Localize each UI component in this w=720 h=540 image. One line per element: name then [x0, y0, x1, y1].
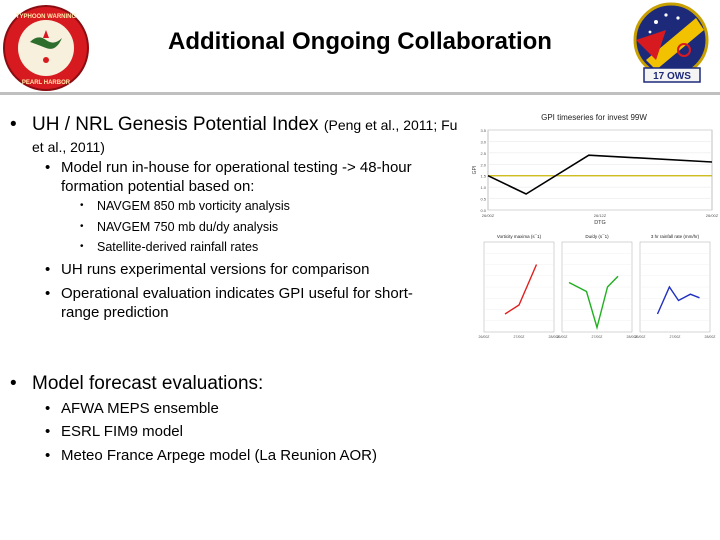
bullet-gpi-citation: (Peng et al., 2011; Fu et al., 2011) [32, 117, 458, 155]
gpi-ytick-label: 1.5 [480, 174, 486, 179]
item-rainfall: Satellite-derived rainfall rates [97, 240, 259, 254]
gpi-ytick-label: 0.5 [480, 197, 486, 202]
gpi-ytick-label: 2.5 [480, 151, 486, 156]
bullet-eval: • Model forecast evaluations: [10, 373, 264, 394]
gpi-xtick-label: 26/00Z [482, 213, 495, 218]
bullet-gpi-sub1-text: Model run in-house for operational testi… [61, 159, 412, 195]
bullet-eval-item: • Meteo France Arpege model (La Reunion … [45, 447, 378, 464]
subchart-xtick-label: 27/00Z [514, 335, 526, 339]
bullet-gpi-sub3: • Operational evaluation indicates GPI u… [45, 285, 413, 321]
gpi-ytick-label: 1.0 [480, 185, 486, 190]
gpi-chart-title: GPI timeseries for invest 99W [541, 113, 647, 122]
gpi-xtick-label: 26/12Z [594, 213, 607, 218]
gpi-ytick-label: 3.5 [480, 128, 486, 133]
gpi-ytick-label: 3.0 [480, 139, 486, 144]
bullet-gpi: • UH / NRL Genesis Potential Index (Peng… [10, 114, 462, 158]
subchart-series-line [568, 275, 619, 331]
subchart-xtick-label: 26/00Z [635, 335, 647, 339]
bullet-l3-item: • NAVGEM 850 mb vorticity analysis [80, 199, 290, 213]
gpi-chart-frame [487, 129, 713, 211]
patch-label: 17 OWS [653, 71, 691, 82]
gpi-xtick-label: 26/00Z [706, 213, 718, 218]
subchart-series-line [504, 264, 538, 315]
item-vorticity: NAVGEM 850 mb vorticity analysis [97, 199, 290, 213]
gpi-ytick-label: 0.0 [480, 208, 486, 213]
title-divider [0, 92, 720, 95]
bullet-eval-item: • AFWA MEPS ensemble [45, 400, 219, 417]
page-title: Additional Ongoing Collaboration [168, 28, 552, 55]
bullet-gpi-sub1: • Model run in-house for operational tes… [45, 158, 451, 196]
subchart-title: Du/dy (s¯1) [585, 233, 609, 239]
typhoon-warning-center-logo: TYPHOON WARNING PEARL HARBOR [3, 5, 89, 91]
subchart-xtick-label: 28/00Z [627, 335, 639, 339]
bullet-eval-item: • ESRL FIM9 model [45, 423, 183, 440]
bullet-l3-item: • NAVGEM 750 mb du/dy analysis [80, 220, 279, 234]
svg-text:PEARL HARBOR: PEARL HARBOR [22, 80, 71, 86]
subchart-title: Vorticity maxima (s¯1) [497, 233, 542, 239]
bullet-dot: • [45, 159, 51, 176]
subchart-title: 3 hr rainfall rate (mm/hr) [651, 234, 700, 239]
ows-squadron-patch: 17 OWS [633, 2, 709, 83]
bullet-gpi-main: UH / NRL Genesis Potential Index [32, 114, 319, 135]
gpi-ytick-label: 2.0 [480, 162, 486, 167]
subchart-xtick-label: 26/00Z [557, 335, 569, 339]
subchart-xtick-label: 28/00Z [705, 335, 717, 339]
gpi-series-line [487, 154, 713, 195]
bullet-l3-item: • Satellite-derived rainfall rates [80, 240, 259, 254]
subchart-xtick-label: 28/00Z [549, 335, 561, 339]
item-dudy: NAVGEM 750 mb du/dy analysis [97, 220, 279, 234]
subchart-series-line [656, 285, 700, 315]
gpi-ylabel: GPI [472, 166, 478, 175]
subchart-xtick-label: 27/00Z [670, 335, 682, 339]
subchart-xtick-label: 26/00Z [479, 335, 491, 339]
gpi-figure: GPI timeseries for invest 99W 3.5 3.0 2.5 2.… [472, 113, 718, 339]
bullet-dot: • [10, 114, 17, 135]
svg-text:TYPHOON WARNING: TYPHOON WARNING [16, 14, 77, 20]
gpi-xlabel: DTG [594, 220, 606, 226]
subchart-xtick-label: 27/00Z [592, 335, 604, 339]
bullet-gpi-sub2: • UH runs experimental versions for comp… [45, 261, 370, 278]
